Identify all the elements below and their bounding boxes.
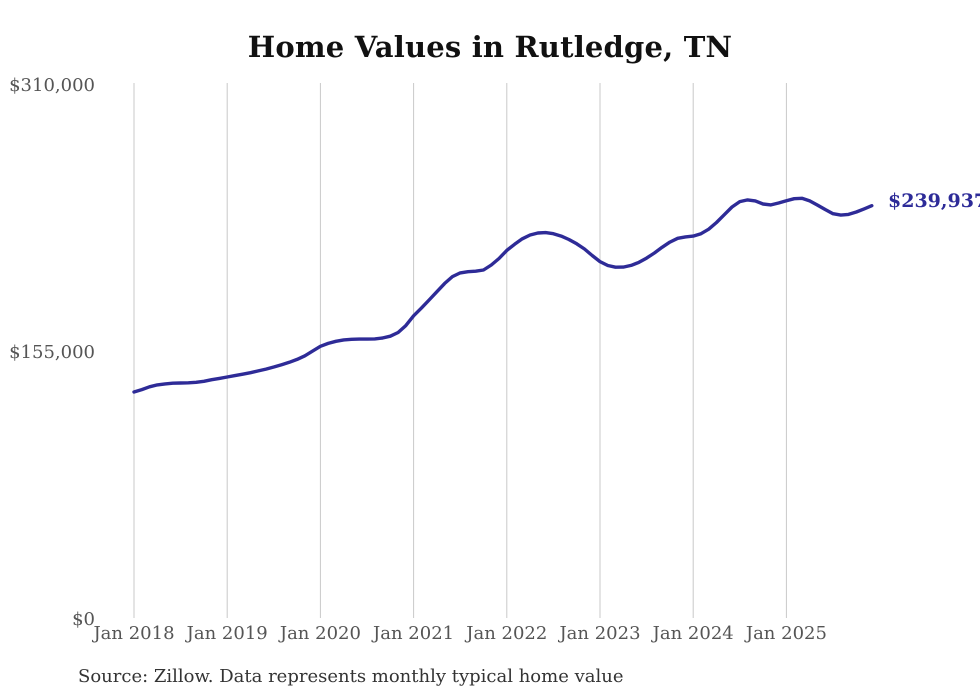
chart-title: Home Values in Rutledge, TN — [247, 30, 733, 64]
y-tick-label: $155,000 — [9, 342, 95, 363]
x-tick-label: Jan 2019 — [185, 623, 268, 644]
home-value-line — [132, 196, 874, 394]
x-tick-label: Jan 2025 — [744, 623, 827, 644]
x-tick-label: Jan 2024 — [651, 623, 734, 644]
x-tick-label: Jan 2022 — [464, 623, 547, 644]
x-tick-label: Jan 2020 — [278, 623, 361, 644]
y-tick-label: $310,000 — [9, 75, 95, 96]
x-tick-label: Jan 2023 — [557, 623, 640, 644]
x-tick-label: Jan 2021 — [371, 623, 454, 644]
latest-value-label: $239,937 — [888, 190, 980, 212]
source-note: Source: Zillow. Data represents monthly … — [78, 666, 624, 687]
x-tick-label: Jan 2018 — [91, 623, 174, 644]
plot-area: Jan 2018 Jan 2019 Jan 2020 Jan 2021 Jan 2022… — [9, 75, 874, 644]
y-tick-label: $0 — [72, 609, 95, 630]
